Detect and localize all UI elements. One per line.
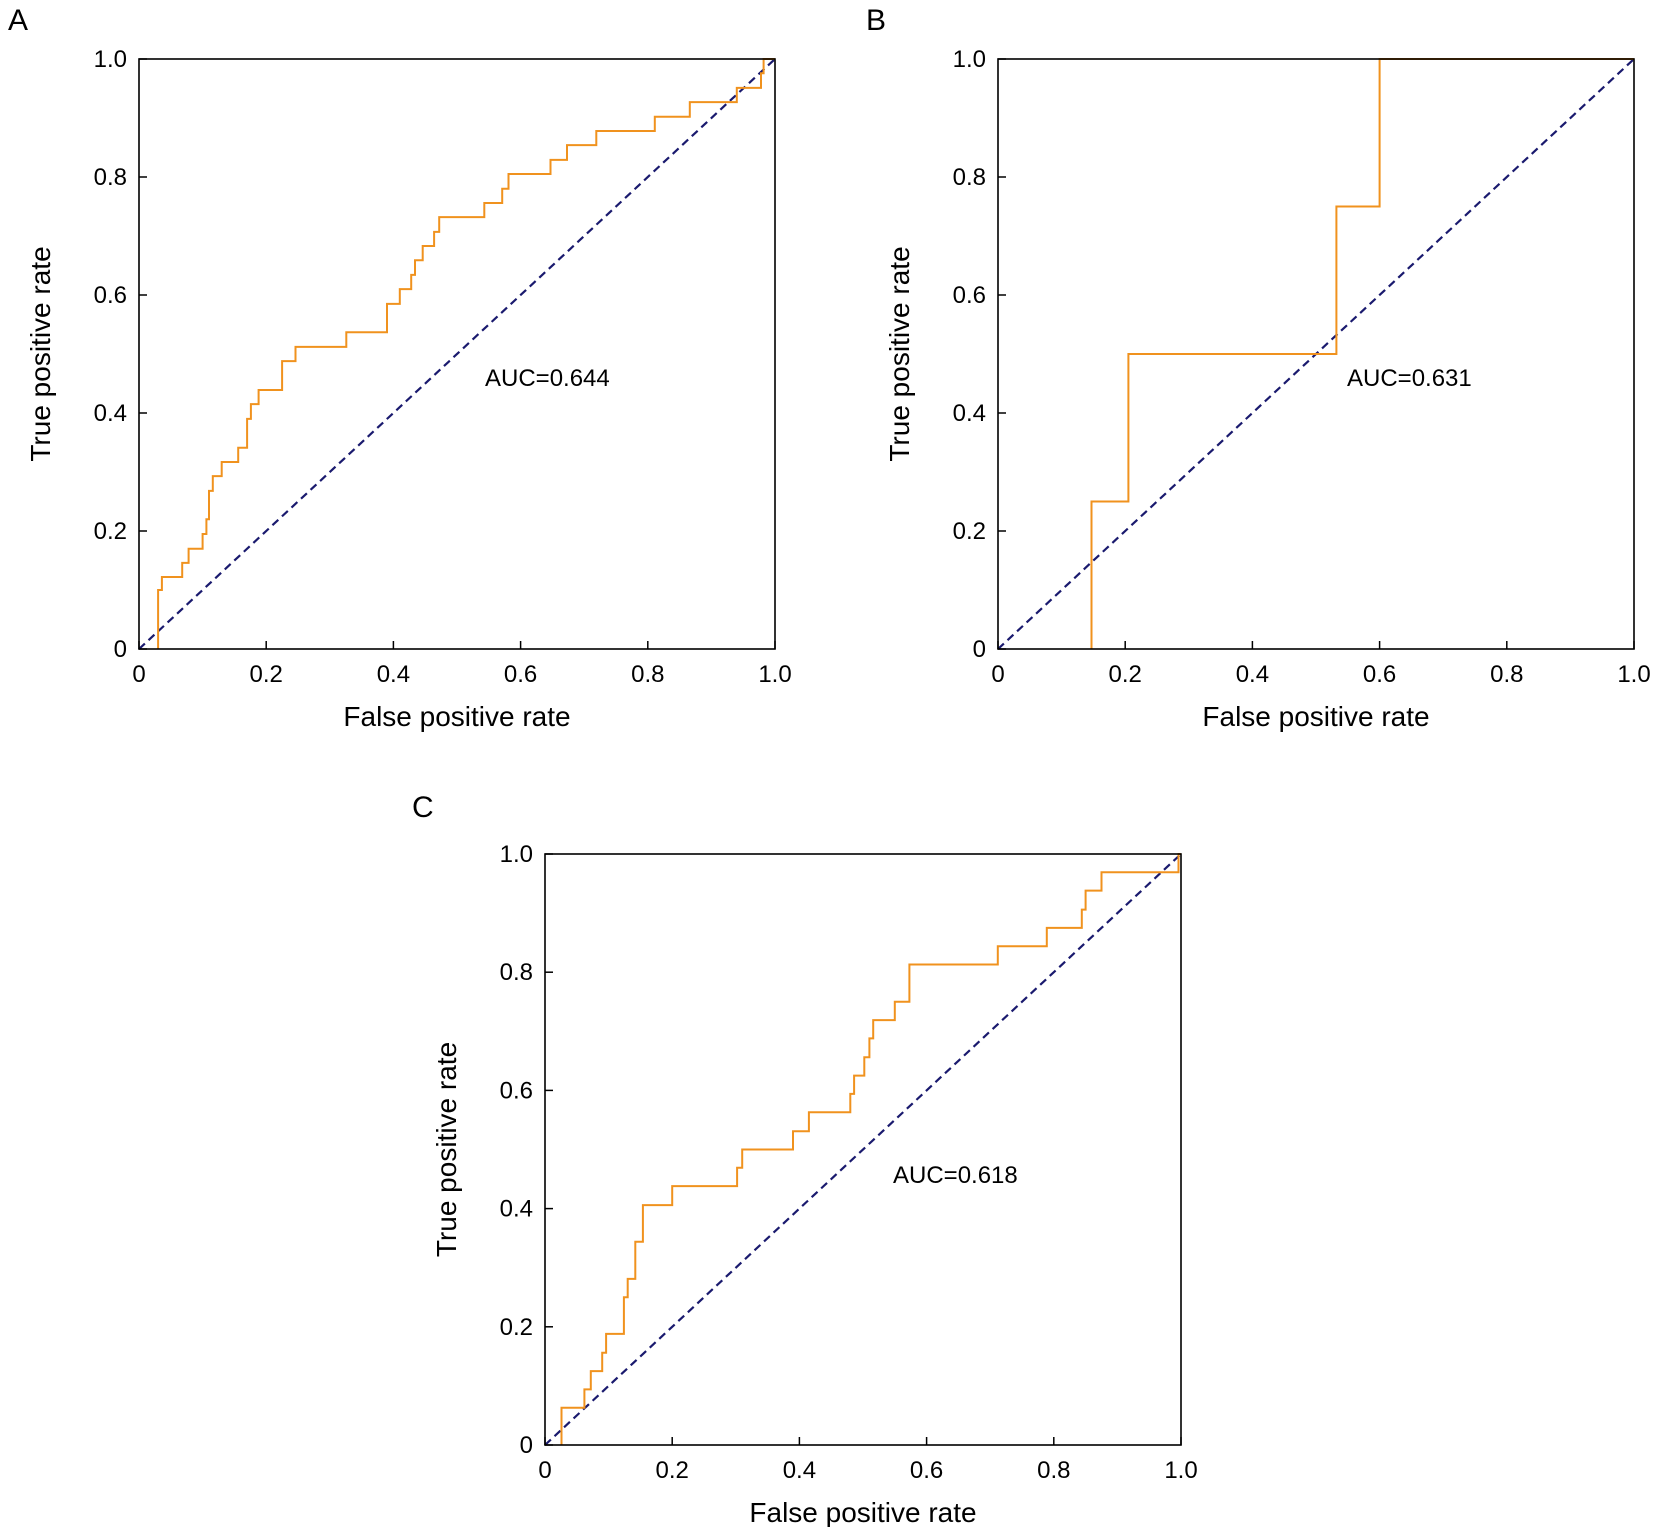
y-tick-label: 0.8 — [94, 164, 127, 191]
chart-panel-a: 0 0.2 0.4 0.6 0.8 1.0 0 0.2 0.4 0.6 0.8 1.0 False po… — [8, 4, 792, 732]
y-tick-label: 0.6 — [500, 1077, 533, 1104]
y-tick-label: 0 — [973, 636, 986, 663]
y-tick-label: 0.8 — [953, 164, 986, 191]
x-tick-label: 0.6 — [1363, 661, 1396, 688]
x-tick-label: 0.2 — [1109, 661, 1142, 688]
x-tick-label: 0.4 — [783, 1457, 816, 1484]
auc-annotation: AUC=0.631 — [1347, 365, 1472, 392]
x-axis-label: False positive rate — [749, 1497, 976, 1527]
y-tick-label: 0.2 — [953, 518, 986, 545]
x-axis-label: False positive rate — [1202, 701, 1429, 732]
x-tick-label: 0 — [132, 661, 145, 688]
x-tick-label: 0.6 — [504, 661, 537, 688]
reference-diagonal-line — [138, 58, 776, 650]
y-tick-label: 0.6 — [953, 282, 986, 309]
y-tick-label: 1.0 — [953, 46, 986, 73]
y-tick-label: 1.0 — [500, 841, 533, 868]
y-tick-label: 0.6 — [94, 282, 127, 309]
x-tick-label: 0.8 — [631, 661, 664, 688]
y-tick-label: 0.8 — [500, 959, 533, 986]
y-axis-label: True positive rate — [431, 1042, 462, 1257]
panel-letter: C — [412, 791, 434, 824]
x-tick-label: 0.4 — [1236, 661, 1269, 688]
plot-frame — [544, 853, 1182, 1446]
roc-curve-line — [157, 58, 775, 649]
y-tick-label: 0.4 — [953, 400, 986, 427]
y-tick-label: 0.4 — [94, 400, 127, 427]
reference-diagonal-line — [544, 853, 1182, 1446]
roc-curve-line — [560, 853, 1181, 1445]
x-axis-label: False positive rate — [343, 701, 570, 732]
y-tick-label: 0 — [520, 1432, 533, 1459]
x-tick-label: 1.0 — [1164, 1457, 1197, 1484]
panel-letter: A — [8, 4, 28, 37]
x-tick-label: 1.0 — [758, 661, 791, 688]
x-tick-label: 0.8 — [1490, 661, 1523, 688]
x-tick-label: 0.2 — [250, 661, 283, 688]
chart-panel-b: 0 0.2 0.4 0.6 0.8 1.0 0 0.2 0.4 0.6 0.8 1.0 False po… — [866, 4, 1651, 732]
x-tick-label: 0 — [991, 661, 1004, 688]
roc-curve-line — [1090, 58, 1634, 649]
chart-panel-c: 0 0.2 0.4 0.6 0.8 1.0 0 0.2 0.4 0.6 0.8 1.0 False po… — [412, 791, 1198, 1527]
y-tick-label: 0.4 — [500, 1196, 533, 1223]
x-tick-label: 0.8 — [1037, 1457, 1070, 1484]
y-axis-label: True positive rate — [884, 246, 915, 461]
auc-annotation: AUC=0.644 — [485, 365, 610, 392]
x-tick-label: 0.2 — [656, 1457, 689, 1484]
x-tick-label: 0.6 — [910, 1457, 943, 1484]
x-tick-label: 0 — [538, 1457, 551, 1484]
y-tick-label: 0.2 — [500, 1314, 533, 1341]
x-tick-label: 0.4 — [377, 661, 410, 688]
y-tick-label: 0 — [114, 636, 127, 663]
auc-annotation: AUC=0.618 — [893, 1162, 1018, 1189]
x-tick-label: 1.0 — [1617, 661, 1650, 688]
plot-frame — [997, 58, 1635, 650]
y-tick-label: 1.0 — [94, 46, 127, 73]
y-tick-label: 0.2 — [94, 518, 127, 545]
plot-frame — [138, 58, 776, 650]
panel-letter: B — [866, 4, 886, 37]
y-axis-label: True positive rate — [25, 246, 56, 461]
